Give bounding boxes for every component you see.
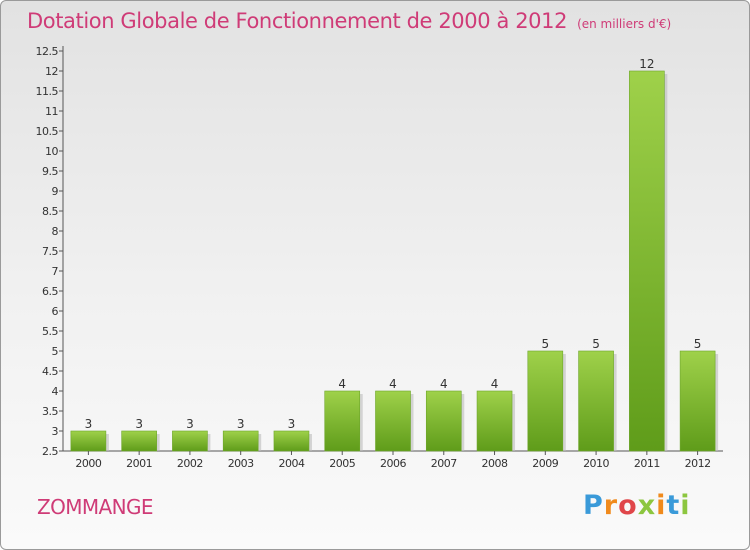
y-tick-label: 7.5 <box>42 245 58 258</box>
bar-value-label: 5 <box>541 337 549 351</box>
bar-value-label: 12 <box>639 57 654 71</box>
y-tick-label: 3.5 <box>42 405 58 418</box>
y-tick-label: 10.5 <box>36 125 59 138</box>
bar-value-label: 4 <box>389 377 397 391</box>
x-tick-label: 2001 <box>126 457 152 470</box>
bar-value-label: 4 <box>338 377 346 391</box>
bar <box>578 350 614 452</box>
y-tick-label: 4.5 <box>42 365 58 378</box>
unit-note: (en milliers d'€) <box>577 17 672 31</box>
bar <box>121 430 157 452</box>
y-tick-label: 9.5 <box>42 165 58 178</box>
x-tick-label: 2008 <box>482 457 508 470</box>
logo-letter: t <box>666 490 681 521</box>
bar-value-label: 3 <box>237 417 245 431</box>
bar-value-label: 3 <box>85 417 93 431</box>
bar-value-label: 3 <box>186 417 194 431</box>
x-tick-label: 2004 <box>278 457 304 470</box>
bar-value-label: 3 <box>135 417 143 431</box>
logo-letter: P <box>583 490 604 521</box>
y-tick-label: 3 <box>52 425 59 438</box>
bar-value-label: 3 <box>288 417 296 431</box>
bar <box>425 390 462 452</box>
y-tick-label: 6 <box>52 305 59 318</box>
bar <box>527 350 564 452</box>
x-tick-label: 2002 <box>177 457 203 470</box>
proxiti-logo: Proxiti <box>583 490 691 521</box>
x-tick-label: 2005 <box>329 457 355 470</box>
bar-value-label: 4 <box>440 377 448 391</box>
logo-letter: o <box>618 490 638 521</box>
bar <box>629 70 665 452</box>
chart-title: Dotation Globale de Fonctionnement de 20… <box>27 9 671 33</box>
x-tick-label: 2007 <box>431 457 457 470</box>
x-tick-label: 2000 <box>75 457 101 470</box>
bar-value-label: 5 <box>592 337 600 351</box>
x-tick-label: 2009 <box>532 457 558 470</box>
y-tick-label: 4 <box>52 385 59 398</box>
y-tick-label: 5.5 <box>42 325 58 338</box>
y-tick-label: 11 <box>45 105 58 118</box>
bar-value-label: 4 <box>491 377 499 391</box>
x-tick-label: 2010 <box>583 457 609 470</box>
y-tick-label: 8 <box>52 225 59 238</box>
bar <box>476 390 513 452</box>
y-tick-label: 11.5 <box>36 85 59 98</box>
bar <box>222 430 259 452</box>
logo-letter: x <box>637 490 657 521</box>
y-tick-label: 9 <box>52 185 59 198</box>
x-tick-label: 2012 <box>685 457 711 470</box>
y-tick-label: 8.5 <box>42 205 58 218</box>
logo-letter: i <box>656 490 667 521</box>
bar <box>679 350 716 452</box>
bar <box>70 430 107 452</box>
y-tick-label: 6.5 <box>42 285 58 298</box>
x-tick-label: 2006 <box>380 457 406 470</box>
bar <box>172 430 208 452</box>
bar <box>273 430 310 452</box>
y-tick-label: 12.5 <box>36 45 59 58</box>
y-tick-label: 7 <box>52 265 59 278</box>
y-tick-label: 10 <box>45 145 58 158</box>
title-text: Dotation Globale de Fonctionnement de 20… <box>27 9 568 33</box>
bar <box>324 390 361 452</box>
y-tick-label: 2.5 <box>42 445 58 458</box>
y-tick-label: 5 <box>52 345 59 358</box>
y-tick-label: 12 <box>45 65 58 78</box>
bar <box>375 390 411 452</box>
bar-value-label: 5 <box>694 337 702 351</box>
logo-letter: i <box>680 490 691 521</box>
commune-name: ZOMMANGE <box>37 495 154 519</box>
logo-letter: r <box>603 490 619 521</box>
x-tick-label: 2003 <box>228 457 254 470</box>
x-tick-label: 2011 <box>634 457 660 470</box>
